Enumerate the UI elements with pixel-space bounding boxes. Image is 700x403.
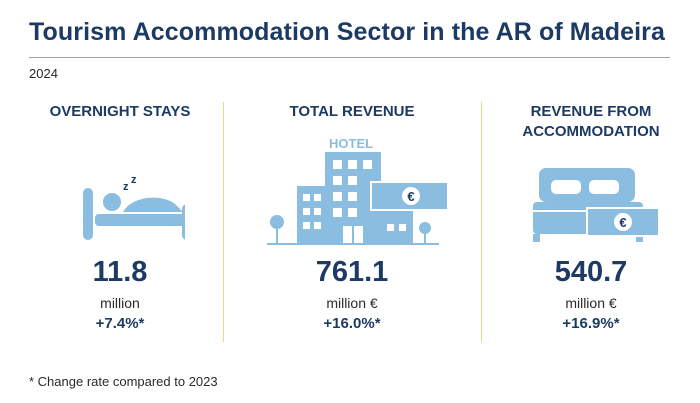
indicator-revenue-accommodation: REVENUE FROM ACCOMMODATION € 540.7 milli…: [486, 100, 696, 345]
indicator-unit: million €: [565, 295, 617, 311]
svg-text:z: z: [131, 174, 137, 186]
title-divider: [29, 57, 670, 58]
indicator-label: REVENUE FROM ACCOMMODATION: [522, 103, 660, 140]
indicator-value: 11.8: [92, 256, 148, 288]
footnote: * Change rate compared to 2023: [29, 374, 218, 389]
indicator-unit: million €: [326, 295, 378, 311]
sleeping-person-icon: z z: [15, 168, 225, 248]
column-divider: [223, 102, 224, 342]
euro-symbol: €: [619, 215, 626, 230]
indicator-overnight-stays: OVERNIGHT STAYS z z 11.8 million +7.4%*: [15, 100, 225, 345]
bed-money-icon: €: [486, 166, 696, 246]
indicator-label: OVERNIGHT STAYS: [49, 103, 191, 120]
year-label: 2024: [29, 66, 58, 81]
indicator-change: +16.9%*: [562, 315, 620, 332]
indicator-change: +16.0%*: [323, 315, 381, 332]
page-title: Tourism Accommodation Sector in the AR o…: [29, 18, 665, 46]
hotel-icon: HOTEL €: [247, 132, 457, 247]
hotel-sign-text: HOTEL: [329, 136, 373, 151]
euro-symbol: €: [407, 189, 414, 204]
indicator-unit: million: [100, 295, 140, 311]
indicator-value: 761.1: [315, 256, 389, 288]
svg-text:z: z: [123, 181, 129, 193]
column-divider: [481, 102, 482, 342]
indicator-label: TOTAL REVENUE: [289, 103, 415, 120]
indicator-total-revenue: TOTAL REVENUE HOTEL: [247, 100, 457, 345]
indicator-change: +7.4%*: [95, 315, 145, 332]
indicator-value: 540.7: [554, 256, 628, 288]
